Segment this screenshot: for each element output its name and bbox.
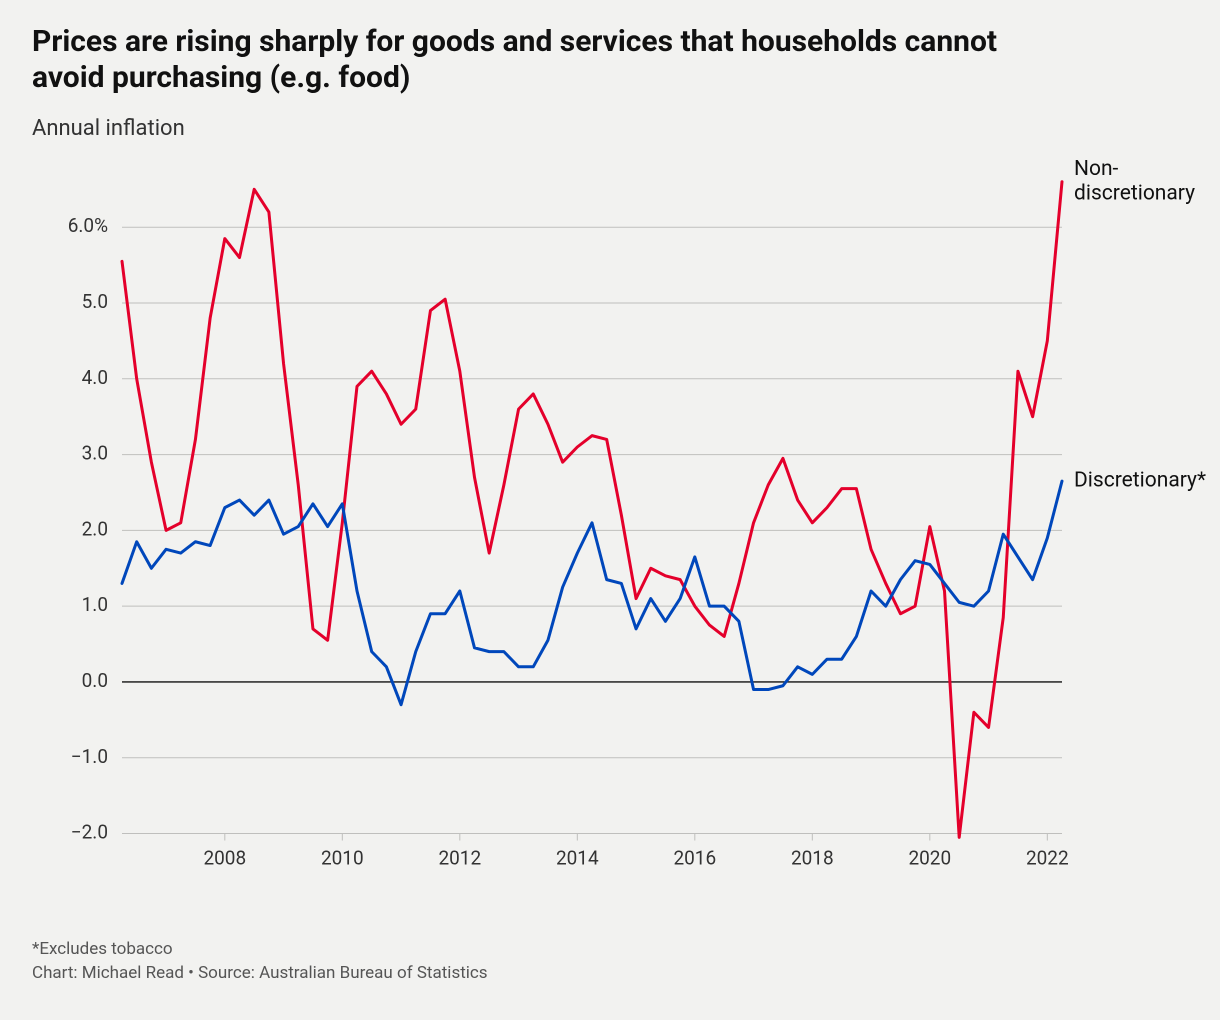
chart-title: Prices are rising sharply for goods and … <box>32 24 1052 96</box>
x-tick-label: 2018 <box>791 847 834 870</box>
series-label: discretionary <box>1074 182 1195 206</box>
y-tick-label: −2.0 <box>71 821 108 844</box>
x-tick-label: 2012 <box>438 847 481 870</box>
y-tick-label: 0.0 <box>82 669 108 692</box>
x-tick-label: 2014 <box>556 847 599 870</box>
series-line <box>122 481 1062 705</box>
y-tick-label: 4.0 <box>82 366 108 389</box>
series-label: Discretionary* <box>1074 469 1206 493</box>
chart-footnote: *Excludes tobacco <box>32 939 1188 959</box>
y-tick-label: 5.0 <box>82 290 108 313</box>
y-tick-label: 3.0 <box>82 442 108 465</box>
series-label: Non- <box>1074 157 1119 181</box>
x-tick-label: 2020 <box>908 847 951 870</box>
chart-subtitle: Annual inflation <box>32 116 1188 141</box>
series-line <box>122 182 1062 838</box>
y-tick-label: 1.0 <box>82 593 108 616</box>
x-tick-label: 2010 <box>321 847 364 870</box>
x-tick-label: 2022 <box>1026 847 1069 870</box>
y-tick-label: −1.0 <box>71 745 108 768</box>
y-tick-label: 6.0% <box>68 214 108 237</box>
chart-plot: −2.0 −1.0 0.0 1.0 2.0 3.0 4.0 5.0 6.0% 2008 2010 20… <box>32 149 1188 925</box>
x-tick-label: 2008 <box>203 847 246 870</box>
chart-credit: Chart: Michael Read • Source: Australian… <box>32 963 1188 983</box>
x-tick-label: 2016 <box>673 847 716 870</box>
y-tick-label: 2.0 <box>82 517 108 540</box>
